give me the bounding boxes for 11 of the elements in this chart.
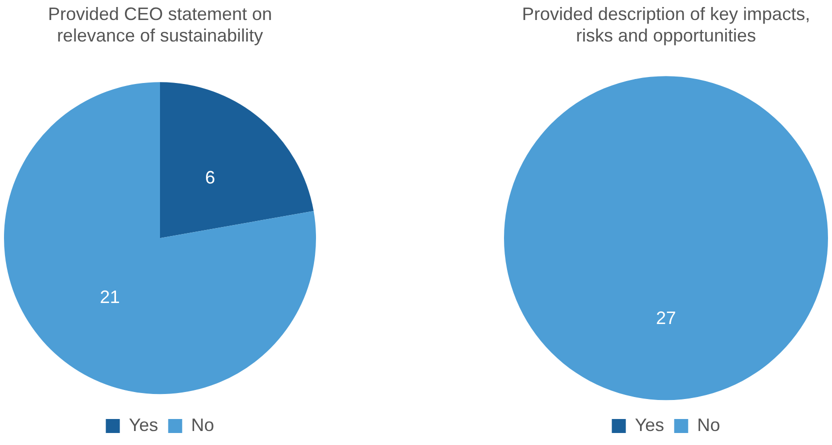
text: Provided CEO statement on (48, 4, 272, 24)
legend-label: No (191, 414, 214, 435)
data-label: 27 (656, 308, 676, 328)
legend-label: Yes (128, 414, 158, 435)
text: Provided description of key impacts, (522, 4, 810, 24)
data-label: 6 (205, 167, 216, 188)
legend-label: Yes (634, 414, 664, 435)
text: relevance of sustainability (56, 25, 264, 46)
legend-label: No (697, 414, 720, 435)
text: risks and opportunities (576, 25, 756, 46)
data-label: 21 (100, 286, 120, 307)
